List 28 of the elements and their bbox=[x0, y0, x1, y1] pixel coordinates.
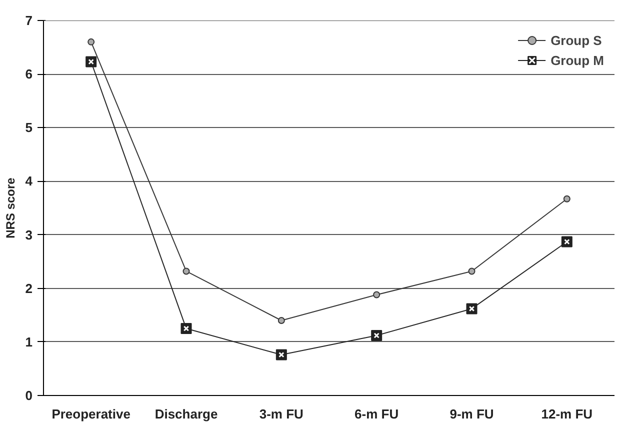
point bbox=[182, 268, 190, 275]
x-tick-label: Discharge bbox=[154, 406, 218, 422]
y-axis-title: NRS score bbox=[3, 177, 18, 238]
point bbox=[563, 195, 570, 202]
y-tick-label: 6 bbox=[25, 66, 33, 82]
point bbox=[373, 291, 380, 298]
point bbox=[371, 330, 382, 341]
point bbox=[86, 56, 97, 68]
legend-label: Group S bbox=[550, 32, 602, 48]
y-tick-label: 1 bbox=[25, 334, 33, 350]
point bbox=[468, 268, 476, 275]
point bbox=[278, 317, 285, 324]
point bbox=[561, 236, 572, 248]
x-tick-label: 12-m FU bbox=[541, 406, 593, 422]
legend-label: Group M bbox=[550, 52, 604, 68]
y-tick-label: 5 bbox=[25, 120, 33, 136]
y-tick-label: 4 bbox=[25, 174, 34, 189]
y-tick-label: 3 bbox=[25, 227, 33, 242]
point bbox=[180, 323, 192, 334]
y-tick-label: 0 bbox=[25, 388, 33, 403]
y-tick-label: 7 bbox=[25, 13, 33, 28]
x-tick-label: 3-m FU bbox=[259, 406, 304, 422]
x-tick-label: 9-m FU bbox=[450, 406, 494, 422]
x-tick-label: Preoperative bbox=[52, 406, 130, 422]
x-tick-label: 6-m FU bbox=[354, 406, 399, 422]
point bbox=[276, 349, 287, 360]
y-tick-label: 2 bbox=[25, 280, 33, 296]
point bbox=[88, 38, 95, 46]
